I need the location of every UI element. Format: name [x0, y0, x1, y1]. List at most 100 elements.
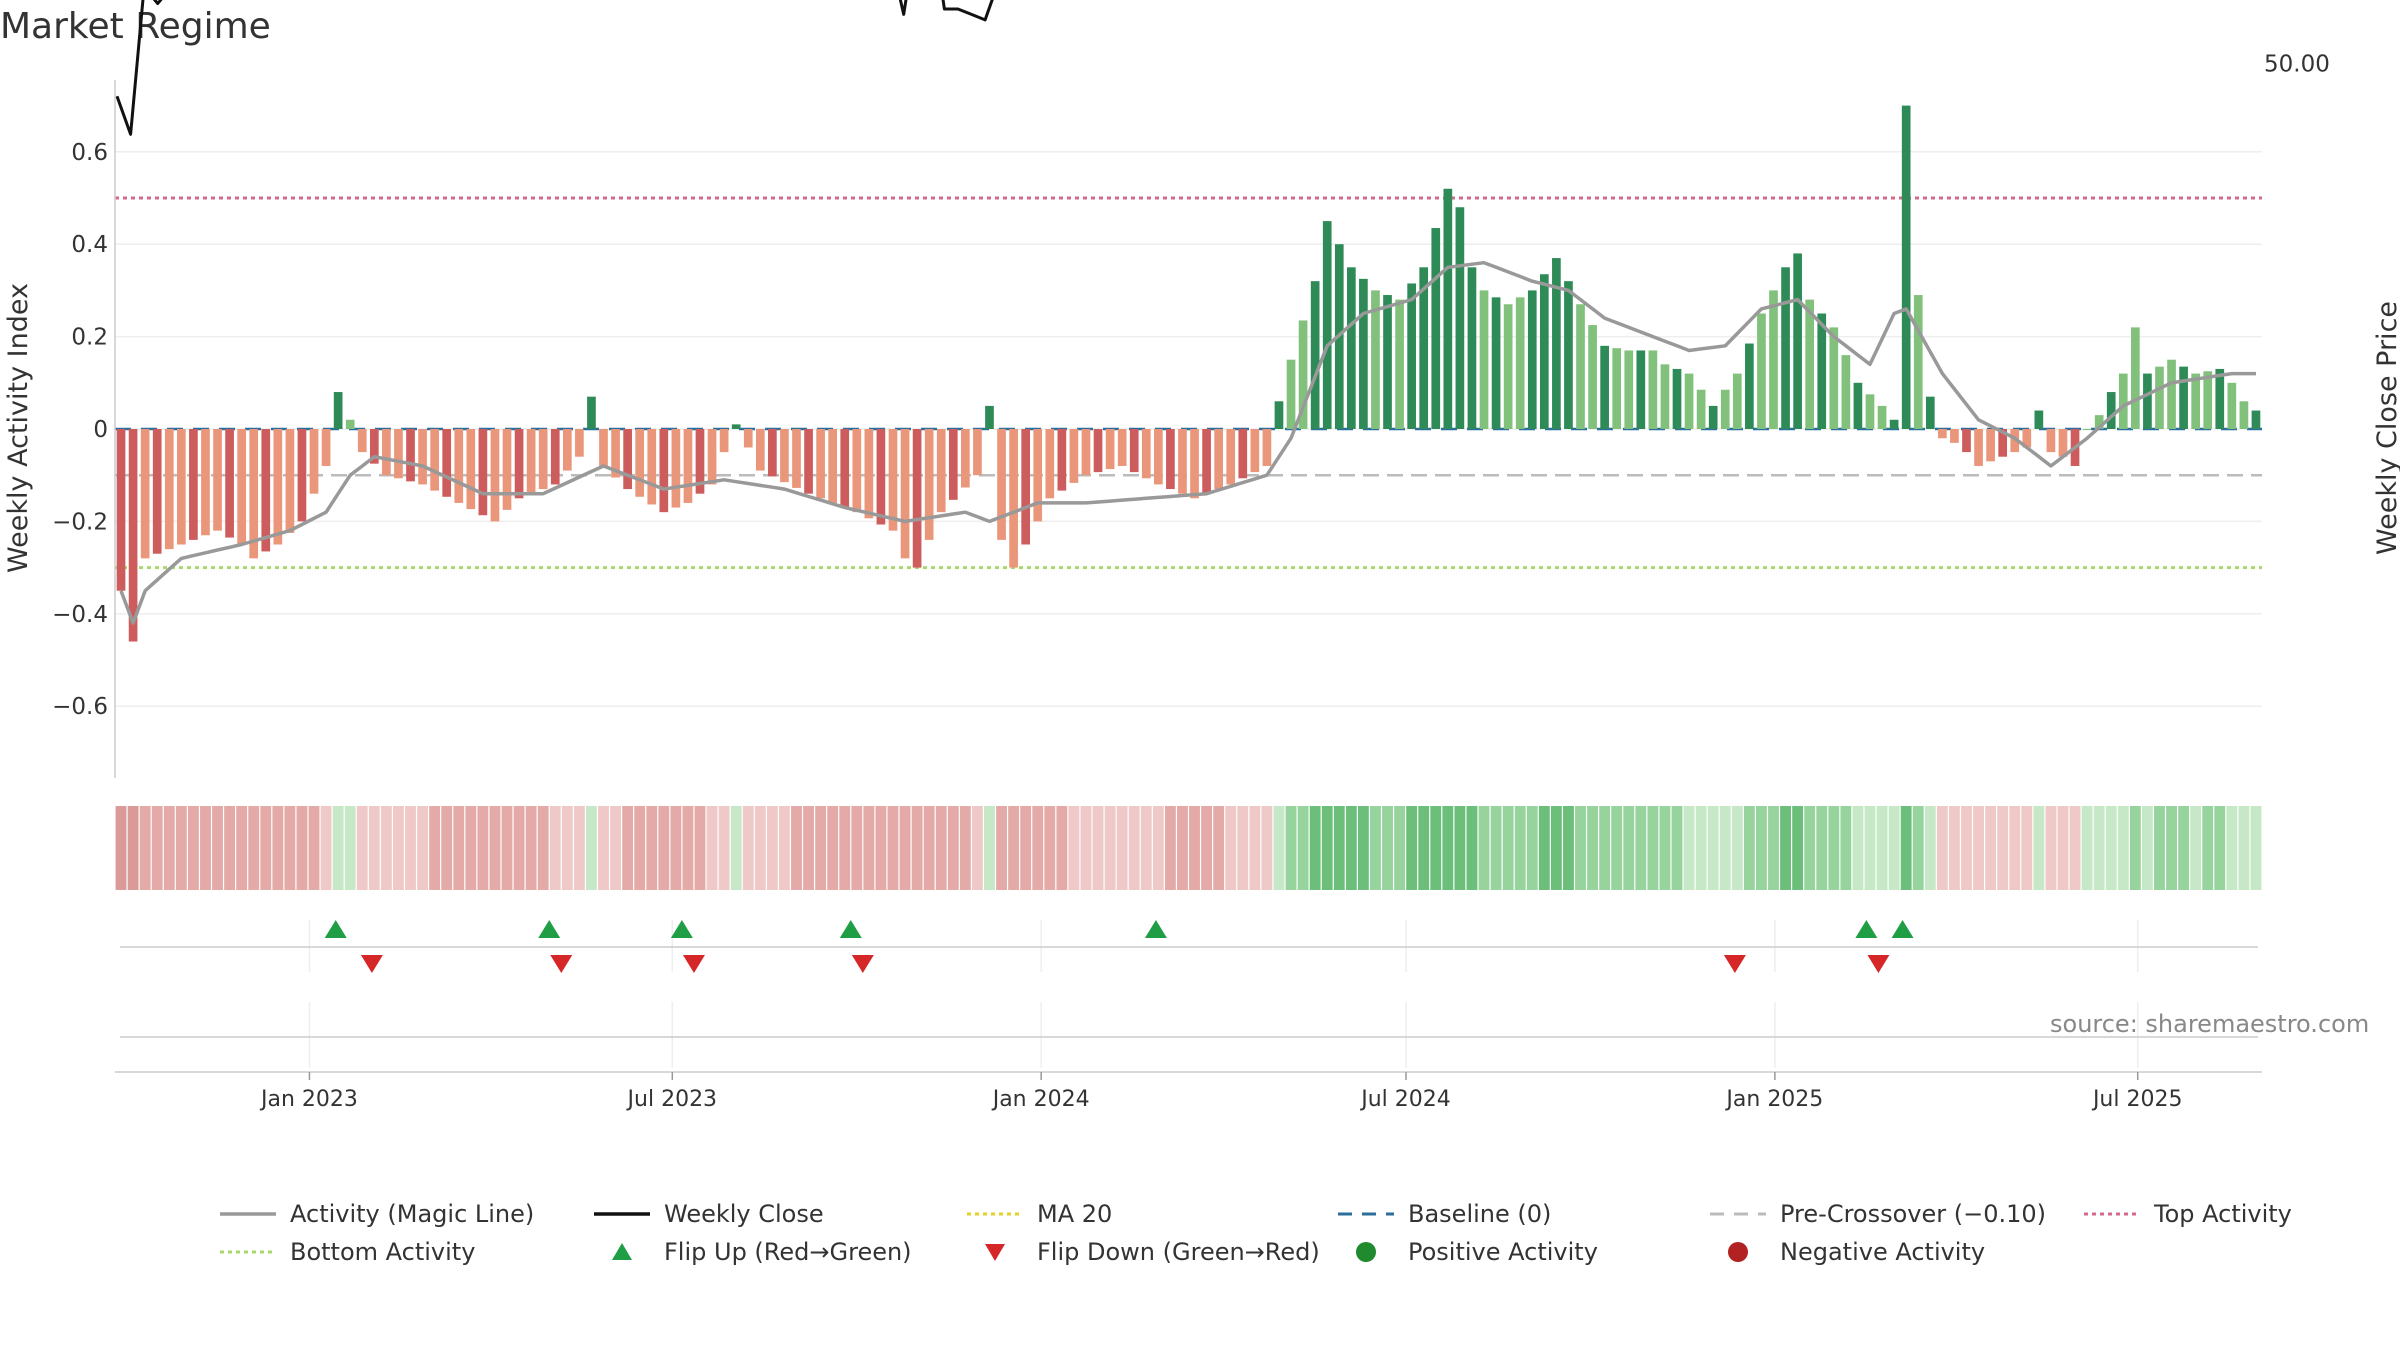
activity-bar — [2239, 401, 2249, 429]
regime-strip-cell — [1635, 806, 1647, 890]
regime-strip-cell — [477, 806, 489, 890]
regime-strip-cell — [248, 806, 260, 890]
regime-strip-cell — [1104, 806, 1116, 890]
source-credit: source: sharemaestro.com — [2050, 1010, 2370, 1038]
activity-bar — [1515, 297, 1525, 429]
activity-bar — [538, 429, 548, 490]
regime-strip-cell — [1128, 806, 1140, 890]
y-left-tick-label: −0.4 — [52, 602, 108, 628]
regime-strip-cell — [851, 806, 863, 890]
activity-bar — [755, 429, 765, 471]
regime-strip-cell — [815, 806, 827, 890]
activity-bar — [1250, 429, 1260, 473]
x-tick-label: Jan 2023 — [259, 1087, 358, 1112]
activity-bar — [201, 429, 210, 536]
activity-bar — [2215, 368, 2225, 429]
activity-bar — [2131, 327, 2140, 429]
activity-bar — [1564, 281, 1573, 429]
regime-strip-cell — [525, 806, 537, 890]
regime-strip-cell — [1514, 806, 1526, 890]
activity-bar — [2191, 373, 2201, 429]
activity-bar — [2179, 366, 2188, 429]
activity-bar — [1214, 429, 1223, 490]
regime-strip-cell — [1575, 806, 1586, 890]
activity-bar — [792, 429, 801, 488]
regime-strip-cell — [887, 806, 899, 890]
regime-strip-cell — [766, 806, 778, 890]
activity-bar — [1636, 350, 1646, 429]
regime-strip-cell — [2238, 806, 2250, 890]
activity-bar — [1467, 267, 1477, 429]
regime-strip-cell — [646, 806, 658, 890]
activity-bar — [1600, 345, 1609, 429]
activity-bar — [2034, 410, 2044, 429]
activity-bar — [1624, 350, 1634, 429]
page-title: Market Regime — [0, 6, 271, 47]
activity-bar — [1407, 283, 1416, 429]
y-right-axis-label: Weekly Close Price — [2372, 301, 2400, 555]
regime-strip-cell — [827, 806, 839, 890]
regime-strip-cell — [127, 806, 139, 890]
regime-strip-cell — [417, 806, 429, 890]
activity-bar — [1105, 429, 1115, 470]
regime-strip-cell — [1140, 806, 1152, 890]
regime-strip-cell — [2033, 806, 2045, 890]
activity-bar — [2167, 359, 2176, 429]
activity-bar — [430, 429, 439, 491]
regime-strip-cell — [598, 806, 609, 890]
regime-strip-cell — [1092, 806, 1104, 890]
regime-strip-cell — [1056, 806, 1068, 890]
regime-strip-cell — [2202, 806, 2214, 890]
activity-bar — [804, 429, 813, 494]
activity-bar — [1117, 429, 1127, 466]
flip-down-marker — [1867, 955, 1890, 973]
activity-bar — [961, 429, 970, 488]
activity-bar — [1660, 364, 1670, 429]
regime-strip-cell — [1490, 806, 1502, 890]
regime-strip-cell — [1273, 806, 1285, 890]
activity-bar — [2227, 382, 2237, 429]
legend-swatch — [985, 1244, 1005, 1261]
regime-strip-cell — [1599, 806, 1611, 890]
regime-strip-cell — [1828, 806, 1840, 890]
regime-strip-cell — [706, 806, 718, 890]
legend-label: Flip Up (Red→Green) — [664, 1238, 912, 1266]
activity-bar — [369, 429, 379, 464]
activity-bar — [140, 429, 150, 559]
activity-bar — [912, 429, 922, 568]
regime-strip-cell — [1647, 806, 1659, 890]
activity-bar — [418, 429, 427, 485]
regime-strip-cell — [175, 806, 187, 890]
regime-strip-cell — [1357, 806, 1369, 890]
regime-strip-cell — [899, 806, 911, 890]
regime-strip-cell — [1526, 806, 1538, 890]
regime-strip-cell — [320, 806, 332, 890]
regime-strip-cell — [151, 806, 163, 890]
activity-bar — [599, 429, 608, 466]
activity-bar — [1769, 290, 1778, 429]
regime-strip-cell — [1394, 806, 1406, 890]
activity-bar — [2082, 429, 2092, 430]
regime-strip-cell — [1804, 806, 1816, 890]
axes: −0.6−0.4−0.200.20.40.650.0060.0070.0080.… — [3, 52, 2400, 778]
regime-strip-cell — [682, 806, 694, 890]
regime-strip-cell — [236, 806, 248, 890]
regime-strip-cell — [2250, 806, 2262, 890]
activity-bar — [1913, 295, 1923, 429]
y-left-tick-label: −0.2 — [52, 509, 108, 535]
flip-down-marker — [851, 955, 874, 973]
regime-strip-cell — [1756, 806, 1767, 890]
flip-up-marker — [1855, 920, 1878, 938]
legend-label: Bottom Activity — [290, 1238, 476, 1266]
regime-strip-cell — [2105, 806, 2117, 890]
regime-strip-cell — [2190, 806, 2202, 890]
activity-bar — [442, 429, 452, 497]
activity-bar — [502, 429, 512, 510]
activity-bar — [1069, 429, 1079, 483]
regime-strip-cell — [380, 806, 392, 890]
activity-bar — [1202, 429, 1211, 494]
regime-strip-cell — [2081, 806, 2093, 890]
legend-swatch — [220, 1212, 276, 1216]
activity-bar — [128, 429, 138, 642]
activity-bar — [997, 429, 1006, 540]
